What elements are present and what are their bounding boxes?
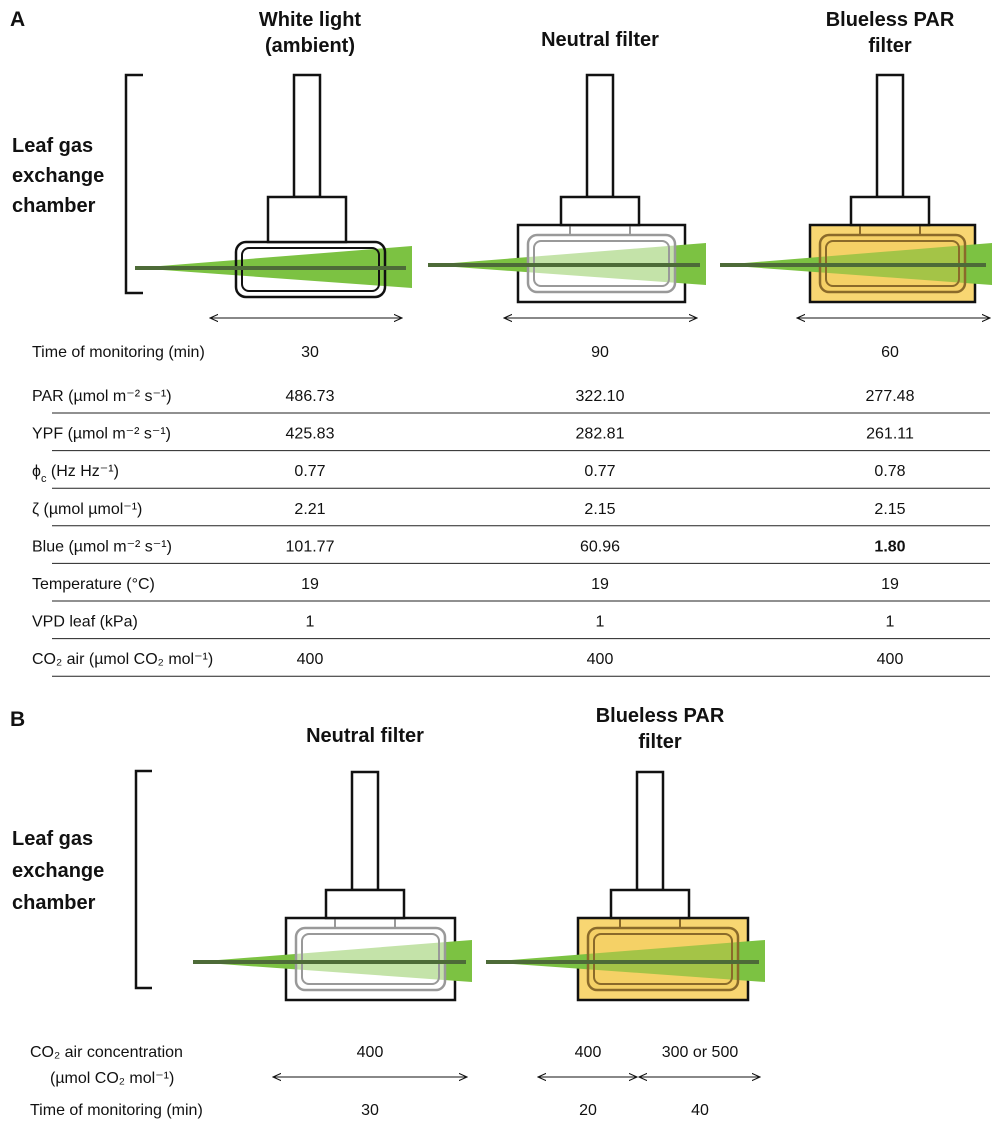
cell: 400 bbox=[877, 651, 904, 668]
cell: 0.78 bbox=[874, 463, 905, 480]
row-label: (µmol CO₂ mol⁻¹) bbox=[50, 1070, 174, 1087]
cell: 322.10 bbox=[576, 388, 625, 405]
chambers bbox=[193, 770, 765, 1002]
bracket bbox=[134, 769, 152, 990]
cell: 486.73 bbox=[286, 388, 335, 405]
row-label: PAR (µmol m⁻² s⁻¹) bbox=[32, 388, 172, 405]
cell: 60 bbox=[881, 344, 899, 361]
label-part: c bbox=[41, 473, 47, 485]
head bbox=[849, 195, 931, 227]
cell: 300 or 500 bbox=[662, 1044, 739, 1061]
chamber-label: chamber bbox=[12, 892, 96, 914]
head bbox=[559, 195, 641, 227]
stem bbox=[635, 770, 665, 892]
cell: 2.21 bbox=[294, 501, 325, 518]
cell: 19 bbox=[301, 576, 319, 593]
cell: 19 bbox=[591, 576, 609, 593]
cell: 1 bbox=[306, 614, 315, 631]
stem bbox=[292, 73, 322, 199]
cell: 400 bbox=[575, 1044, 602, 1061]
row-label: Time of monitoring (min) bbox=[32, 344, 205, 361]
cell: 1.80 bbox=[874, 538, 905, 555]
cell: 101.77 bbox=[286, 538, 335, 555]
row-label: Blue (µmol m⁻² s⁻¹) bbox=[32, 538, 172, 555]
cell: 19 bbox=[881, 576, 899, 593]
cell: 90 bbox=[591, 344, 609, 361]
chamber-label: Leaf gas bbox=[12, 135, 93, 157]
cell: 0.77 bbox=[294, 463, 325, 480]
cell: 0.77 bbox=[584, 463, 615, 480]
chamber-window bbox=[593, 933, 733, 985]
chamber-label: chamber bbox=[12, 195, 96, 217]
column-header: Neutral filter bbox=[541, 29, 659, 51]
chamber-window bbox=[301, 933, 440, 985]
head bbox=[609, 888, 691, 920]
cell: 30 bbox=[301, 344, 319, 361]
chamber-label: Leaf gas bbox=[12, 828, 93, 850]
column-header: Neutral filter bbox=[306, 725, 424, 747]
label-part: (Hz Hz⁻¹) bbox=[46, 463, 118, 480]
chamber-window bbox=[586, 926, 740, 992]
cell: 282.81 bbox=[576, 426, 625, 443]
column-header: White light bbox=[259, 9, 362, 31]
row-label: VPD leaf (kPa) bbox=[32, 614, 138, 631]
panel-label: B bbox=[10, 708, 25, 731]
cell: 400 bbox=[587, 651, 614, 668]
stem bbox=[875, 73, 905, 199]
chamber-label: exchange bbox=[12, 165, 104, 187]
cell: 400 bbox=[297, 651, 324, 668]
column-header: (ambient) bbox=[265, 35, 355, 57]
cell: 277.48 bbox=[866, 388, 915, 405]
cell: 261.11 bbox=[866, 426, 914, 443]
row-label: Temperature (°C) bbox=[32, 576, 155, 593]
chamber-label: exchange bbox=[12, 860, 104, 882]
table: PAR (µmol m⁻² s⁻¹) 486.73 322.10 277.48 YPF … bbox=[32, 388, 990, 677]
row-label: YPF (µmol m⁻² s⁻¹) bbox=[32, 426, 171, 443]
cell: 2.15 bbox=[874, 501, 905, 518]
stem bbox=[350, 770, 380, 892]
row-label: ϕc (Hz Hz⁻¹) bbox=[32, 463, 119, 485]
panel-label: A bbox=[10, 8, 25, 31]
row-label: CO₂ air concentration bbox=[30, 1044, 183, 1061]
label-part: ϕ bbox=[32, 463, 41, 480]
row-label: ζ (µmol µmol⁻¹) bbox=[32, 501, 142, 518]
chamber-window bbox=[294, 926, 447, 992]
head bbox=[324, 888, 406, 920]
column-header: Blueless PAR bbox=[596, 705, 725, 727]
cell: 20 bbox=[579, 1102, 597, 1119]
cell: 30 bbox=[361, 1102, 379, 1119]
cell: 1 bbox=[886, 614, 895, 631]
cell: 425.83 bbox=[286, 426, 335, 443]
cell: 2.15 bbox=[584, 501, 615, 518]
cell: 60.96 bbox=[580, 538, 620, 555]
column-header: filter bbox=[868, 35, 912, 57]
row-label: CO₂ air (µmol CO₂ mol⁻¹) bbox=[32, 651, 213, 668]
head bbox=[266, 195, 348, 244]
column-header: Blueless PAR bbox=[826, 9, 955, 31]
chambers bbox=[135, 73, 992, 304]
cell: 400 bbox=[357, 1044, 384, 1061]
row-label: Time of monitoring (min) bbox=[30, 1102, 203, 1119]
cell: 1 bbox=[596, 614, 605, 631]
stem bbox=[585, 73, 615, 199]
column-header: filter bbox=[638, 731, 682, 753]
cell: 40 bbox=[691, 1102, 709, 1119]
bracket bbox=[124, 73, 143, 295]
